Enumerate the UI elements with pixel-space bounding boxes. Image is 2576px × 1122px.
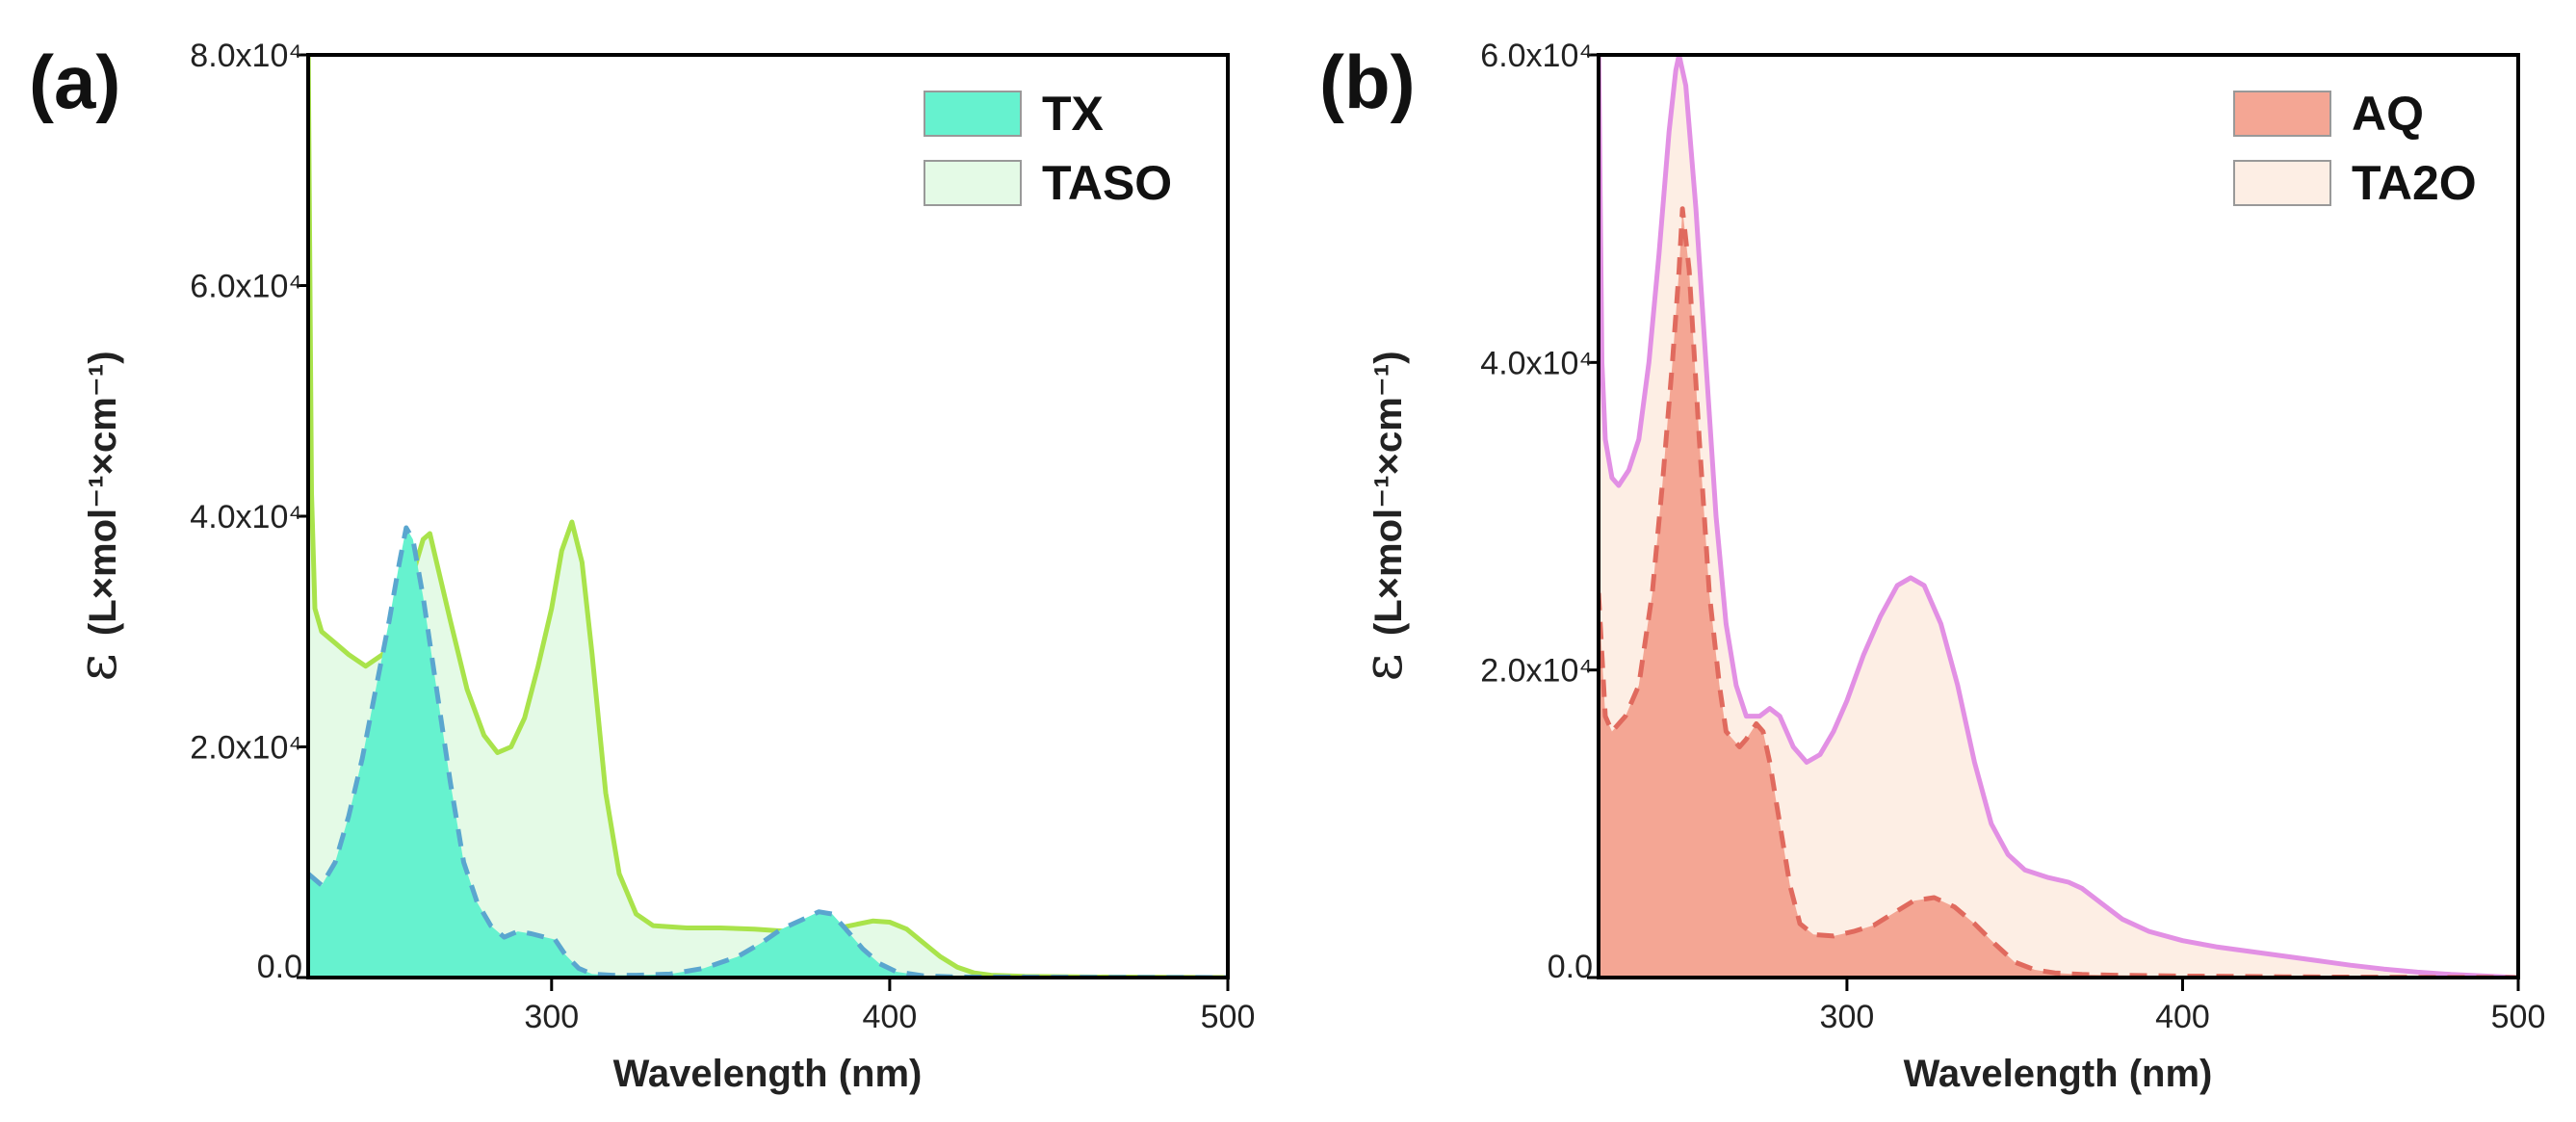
y-axis-units-a: (L×mol⁻¹×cm⁻¹) <box>82 351 124 636</box>
legend-swatch-tx <box>924 91 1022 137</box>
plot-frame-b <box>1597 53 2520 979</box>
panel-label-b: (b) <box>1319 39 1416 124</box>
line-ta2o <box>1599 55 2518 978</box>
area-taso <box>308 55 1228 978</box>
plot-frame-a <box>306 53 1230 979</box>
legend-swatch-taso <box>924 160 1022 206</box>
legend-b: AQ TA2O <box>2233 87 2477 210</box>
legend-a: TX TASO <box>924 87 1172 210</box>
area-tx <box>308 528 1228 978</box>
legend-label-aq: AQ <box>2352 87 2424 141</box>
x-tick-label-b: 400 <box>2155 999 2210 1035</box>
plot-area-a: 300 400 500 0.0 2.0x10⁴ 4.0x10⁴ 6.0x10⁴ 8.0x10⁴… <box>190 38 1256 1035</box>
x-tick-label-b: 500 <box>2491 999 2546 1035</box>
panel-a: 300 400 500 0.0 2.0x10⁴ 4.0x10⁴ 6.0x10⁴ 8.0x10⁴… <box>29 38 1256 1095</box>
x-tick-label-b: 300 <box>1820 999 1875 1035</box>
series-group-b <box>1599 55 2518 978</box>
area-aq <box>1599 208 2518 978</box>
y-tick-label-a: 4.0x10⁴ <box>190 499 302 535</box>
y-tick-label-a: 0.0 <box>257 949 302 985</box>
y-tick-label-a: 2.0x10⁴ <box>190 730 302 767</box>
y-tick-label-b: 2.0x10⁴ <box>1480 653 1593 690</box>
area-ta2o <box>1599 55 2518 978</box>
legend-label-ta2o: TA2O <box>2352 156 2477 210</box>
y-tick-label-b: 6.0x10⁴ <box>1480 38 1593 74</box>
y-tick-label-a: 6.0x10⁴ <box>190 269 302 305</box>
svg-text:ε (L×mol⁻¹×cm⁻¹): ε (L×mol⁻¹×cm⁻¹) <box>1352 351 1415 681</box>
y-axis-symbol-b: ε <box>1352 654 1415 682</box>
y-axis-label-a: ε (L×mol⁻¹×cm⁻¹) <box>66 351 129 681</box>
panel-b: 300 400 5000.02.0x10⁴4.0x10⁴6.0x10⁴AQTA2O … <box>1319 38 2546 1095</box>
x-tick-label-a: 300 <box>524 999 579 1035</box>
y-axis-symbol-a: ε <box>66 654 129 682</box>
series-group-a <box>308 55 1228 978</box>
x-tick-label-a: 500 <box>1201 999 1256 1035</box>
y-axis-label-b: ε (L×mol⁻¹×cm⁻¹) <box>1352 351 1415 681</box>
x-axis-title-b: Wavelength (nm) <box>1904 1053 2213 1095</box>
legend-label-taso: TASO <box>1042 156 1172 210</box>
x-axis-title-a: Wavelength (nm) <box>613 1053 923 1095</box>
panel-label-a: (a) <box>29 39 120 124</box>
y-axis-units-b: (L×mol⁻¹×cm⁻¹) <box>1367 351 1410 636</box>
y-tick-label-b: 4.0x10⁴ <box>1480 345 1593 381</box>
plot-area-b: 300 400 500 0.0 2.0x10⁴ 4.0x10⁴ 6.0x10⁴ AQ TA2O <box>1480 38 2546 1035</box>
svg-text:ε (L×mol⁻¹×cm⁻¹): ε (L×mol⁻¹×cm⁻¹) <box>66 351 129 681</box>
x-tick-label-a: 400 <box>863 999 918 1035</box>
legend-swatch-ta2o <box>2233 160 2331 206</box>
y-tick-label-a: 8.0x10⁴ <box>190 38 302 74</box>
y-tick-label-b: 0.0 <box>1548 949 1593 985</box>
legend-label-tx: TX <box>1042 87 1104 141</box>
legend-swatch-aq <box>2233 91 2331 137</box>
line-tx <box>308 525 1228 978</box>
